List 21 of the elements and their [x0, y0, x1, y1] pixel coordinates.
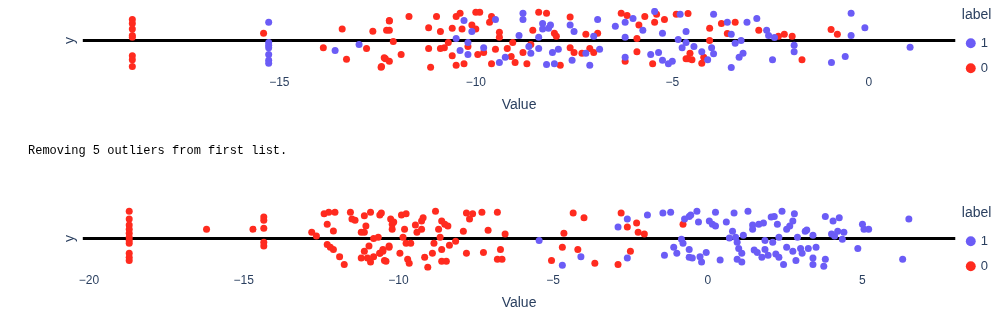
x-tick-label: −10: [465, 75, 487, 90]
x-tick-label: −10: [388, 273, 409, 288]
legend-label: 0: [980, 257, 988, 273]
legend-title: label: [961, 203, 992, 220]
x-axis-title: Value: [501, 294, 537, 311]
legend-title: label: [961, 5, 992, 22]
x-tick-label: −15: [233, 273, 255, 288]
y-axis-title: y: [61, 36, 78, 44]
x-tick-label: −5: [665, 75, 680, 90]
x-tick-label: −5: [546, 273, 561, 288]
legend-label: 1: [980, 34, 988, 50]
text: Removing 5 outliers from first list.: [28, 144, 289, 158]
legend-label: 0: [980, 59, 988, 75]
x-tick-label: 0: [704, 273, 712, 288]
x-tick-label: −20: [78, 273, 100, 288]
x-axis-title: Value: [501, 96, 537, 113]
y-axis-title: y: [61, 234, 78, 242]
legend-label: 1: [980, 232, 988, 248]
x-tick-label: −15: [269, 75, 290, 90]
x-tick-label: 0: [865, 75, 873, 90]
x-tick-label: 5: [859, 273, 867, 288]
